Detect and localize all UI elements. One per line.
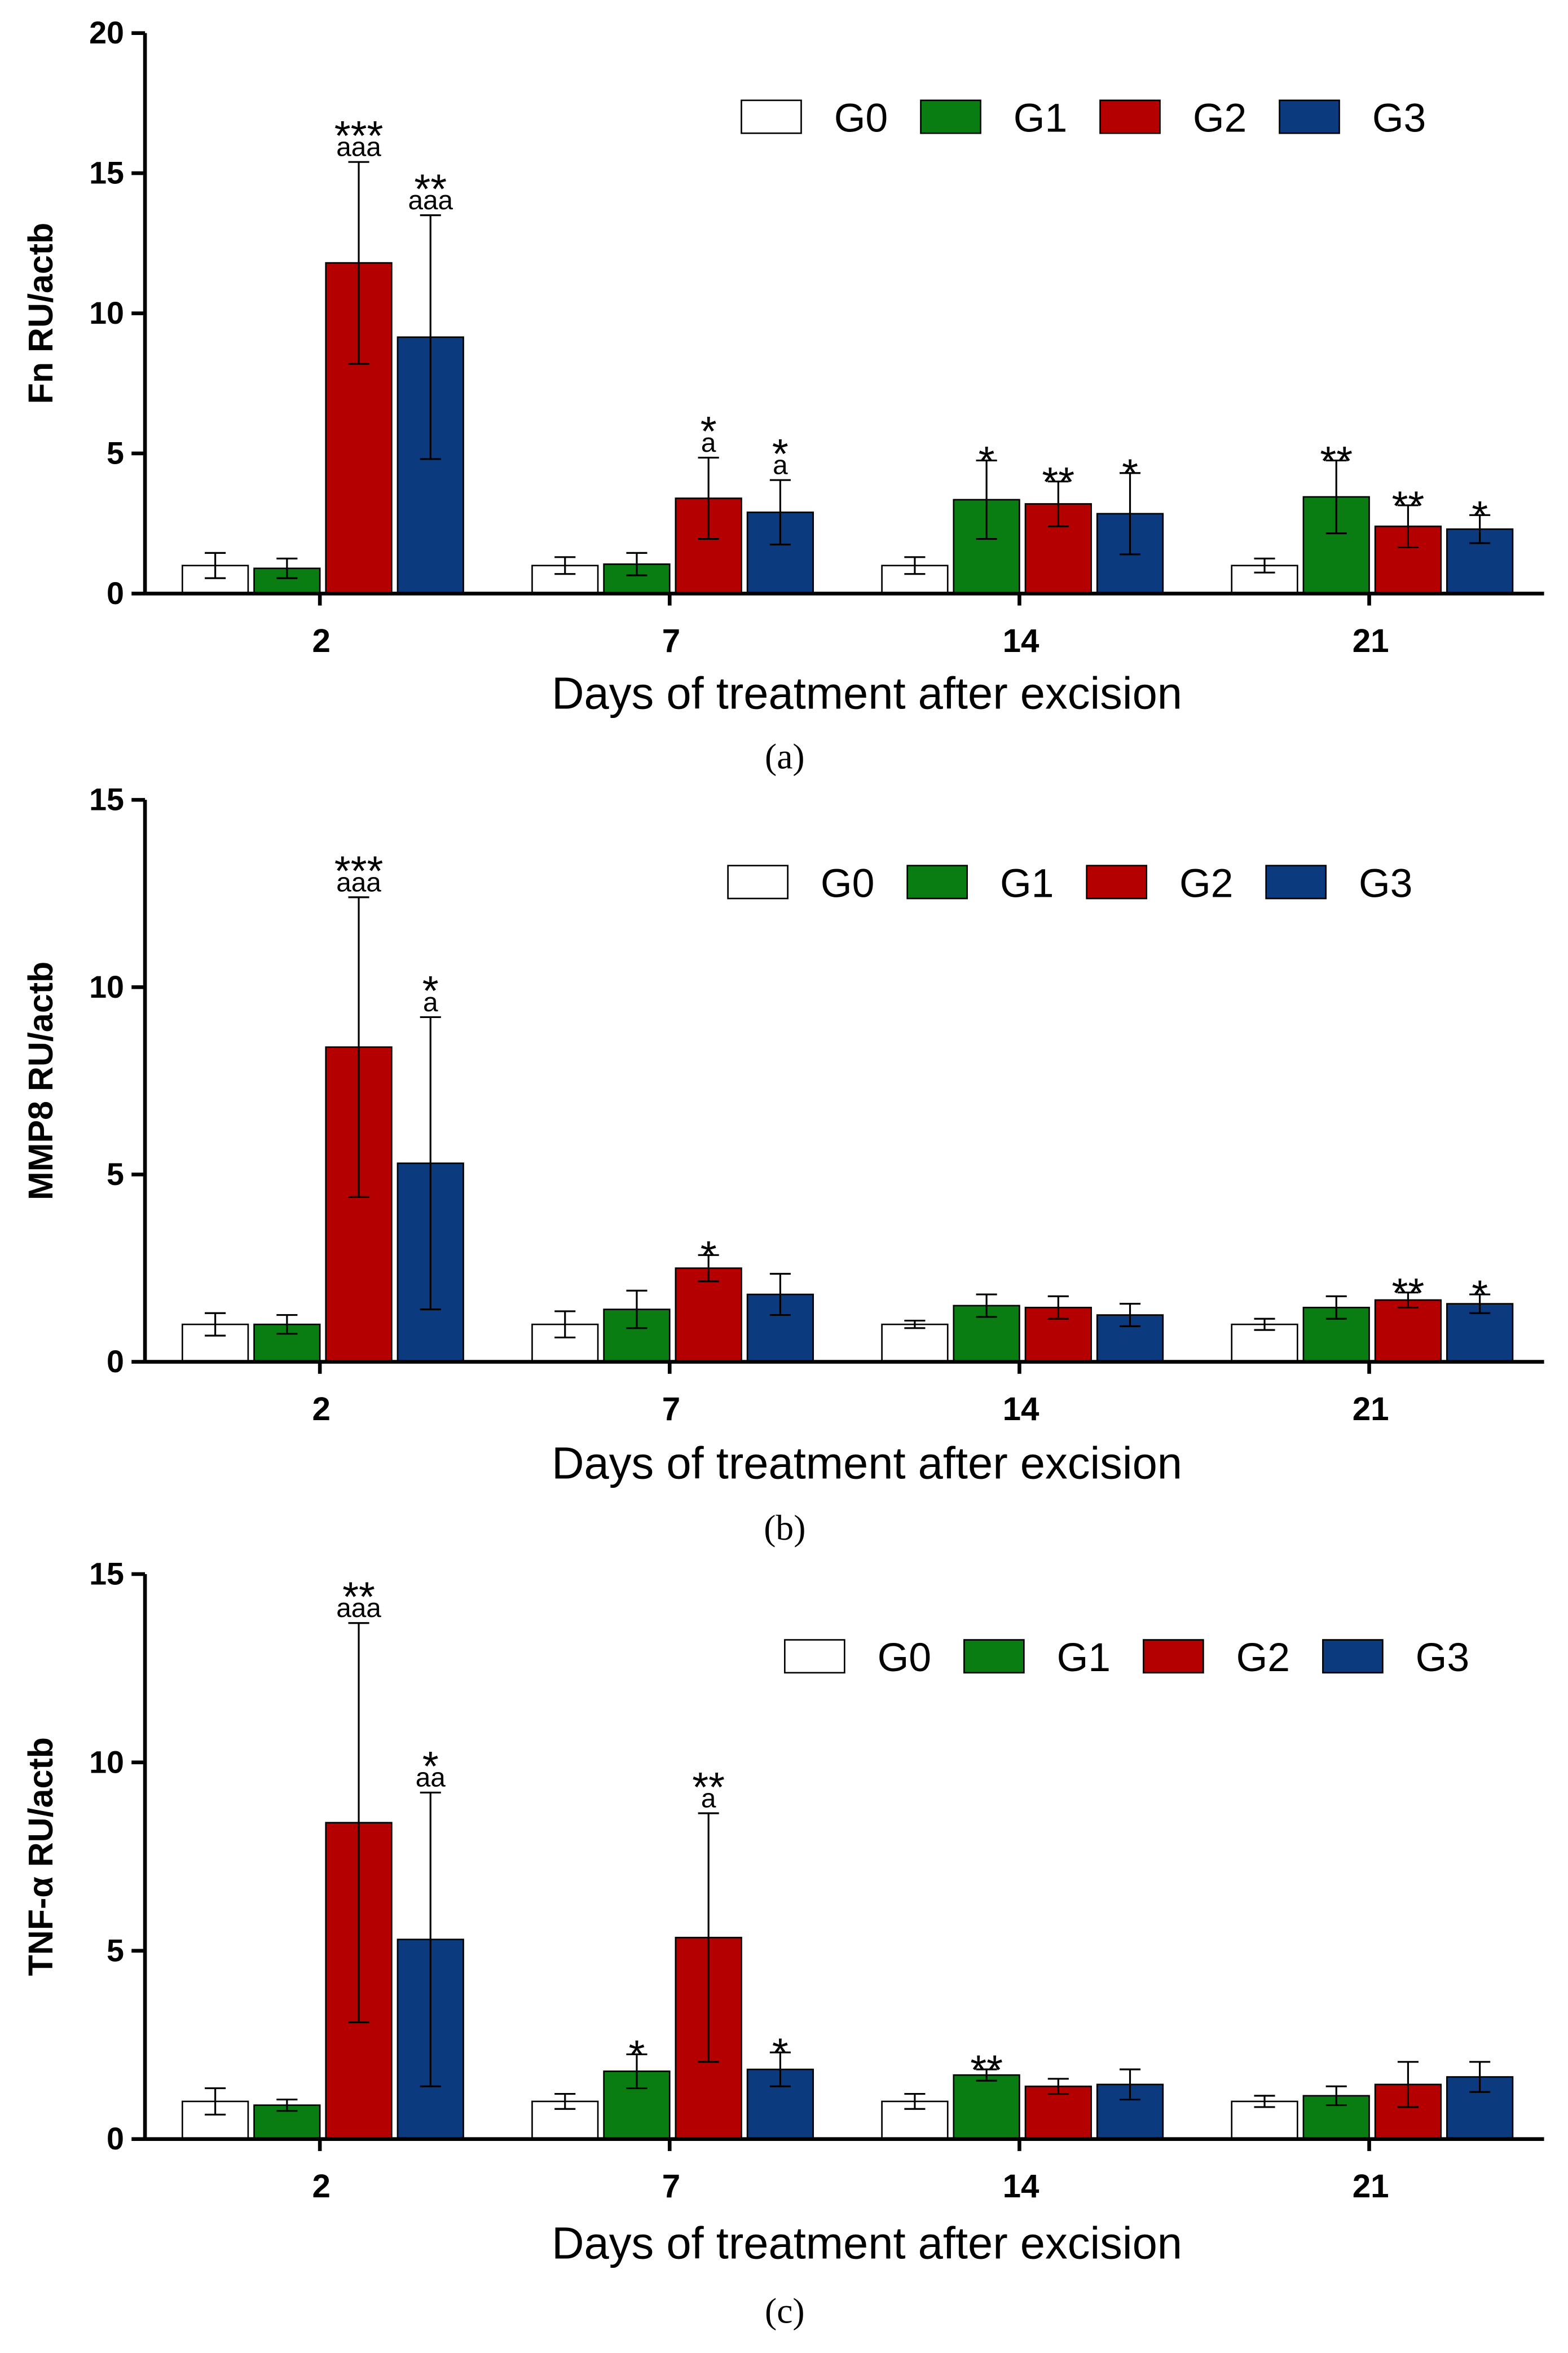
significance-letters: aaa — [336, 133, 381, 162]
y-tick-label: 15 — [89, 782, 124, 817]
significance-stars: *** — [334, 112, 384, 159]
significance-stars: *** — [334, 848, 384, 895]
legend-label: G1 — [1014, 96, 1067, 141]
y-tick-label: 0 — [107, 1344, 124, 1379]
y-tick-label: 20 — [89, 15, 124, 50]
legend-swatch — [1265, 865, 1327, 900]
bar — [181, 1323, 249, 1363]
significance-stars: * — [422, 1743, 439, 1790]
panel-caption: (c) — [765, 2291, 805, 2331]
legend-label: G0 — [821, 861, 874, 906]
significance-letters: aaa — [336, 867, 381, 897]
bar — [675, 1267, 742, 1363]
significance-stars: * — [772, 2030, 789, 2077]
significance-stars: * — [1472, 492, 1488, 539]
legend-swatch — [920, 99, 981, 134]
legend-swatch — [963, 1639, 1025, 1674]
significance-stars: ** — [692, 1764, 725, 1810]
x-tick-label: 7 — [662, 623, 680, 659]
significance-stars: ** — [414, 165, 447, 212]
legend-swatch — [784, 1639, 845, 1674]
y-tick-label: 5 — [107, 1157, 124, 1192]
y-tick-label: 10 — [89, 1744, 124, 1779]
legend-label: G3 — [1416, 1635, 1469, 1680]
legend-swatch — [1143, 1639, 1204, 1674]
x-tick-label: 7 — [662, 1391, 680, 1427]
significance-stars: * — [1472, 1272, 1488, 1319]
legend-label: G3 — [1359, 861, 1412, 906]
y-tick-label: 15 — [89, 1556, 124, 1591]
bar — [1231, 565, 1298, 594]
y-tick-label: 5 — [107, 1933, 124, 1968]
bar — [953, 2074, 1020, 2140]
significance-stars: ** — [1392, 1270, 1425, 1316]
y-tick-label: 15 — [89, 156, 124, 191]
legend-label: G3 — [1372, 96, 1426, 141]
significance-letters: a — [701, 428, 716, 458]
panel-caption: (a) — [765, 737, 805, 777]
bar — [881, 1323, 949, 1363]
significance-letters: a — [701, 1783, 716, 1813]
legend-swatch — [1086, 865, 1147, 900]
significance-stars: ** — [342, 1574, 375, 1620]
x-tick-label: 7 — [662, 2168, 680, 2205]
significance-letters: aaa — [336, 1593, 381, 1623]
significance-letters: a — [773, 451, 788, 481]
legend-swatch — [1322, 1639, 1384, 1674]
x-tick-label: 21 — [1353, 1391, 1389, 1427]
legend-swatch — [1279, 99, 1340, 134]
y-tick-label: 5 — [107, 436, 124, 471]
x-tick-label: 21 — [1353, 2168, 1389, 2205]
x-axis-title: Days of treatment after excision — [552, 1438, 1182, 1488]
x-tick-label: 14 — [1003, 1391, 1040, 1427]
legend-label: G2 — [1236, 1635, 1290, 1680]
significance-letters: aaa — [408, 186, 453, 215]
legend-label: G0 — [878, 1635, 931, 1680]
legend-label: G1 — [1057, 1635, 1111, 1680]
x-tick-label: 2 — [312, 2168, 331, 2205]
significance-stars: ** — [970, 2047, 1003, 2094]
x-tick-label: 2 — [312, 1391, 331, 1427]
significance-letters: a — [423, 988, 438, 1017]
y-tick-label: 10 — [89, 970, 124, 1004]
y-tick-label: 0 — [107, 2121, 124, 2156]
y-axis-title: MMP8 RU/actb — [21, 962, 60, 1200]
y-axis-title: Fn RU/actb — [21, 223, 60, 404]
y-axis-title: TNF-α RU/actb — [21, 1737, 60, 1976]
significance-stars: ** — [1042, 459, 1074, 505]
legend-label: G0 — [834, 96, 888, 141]
panel-caption: (b) — [764, 1508, 805, 1548]
significance-stars: ** — [1392, 482, 1425, 529]
significance-stars: * — [1122, 450, 1138, 497]
y-tick-label: 10 — [89, 296, 124, 331]
x-axis-title: Days of treatment after excision — [552, 668, 1182, 719]
legend-label: G2 — [1179, 861, 1233, 906]
legend-swatch — [741, 99, 802, 134]
x-tick-label: 14 — [1003, 2168, 1040, 2205]
bar — [1024, 2085, 1092, 2140]
y-tick-label: 0 — [107, 576, 124, 611]
significance-letters: aa — [416, 1763, 446, 1793]
significance-stars: ** — [1320, 438, 1353, 484]
significance-stars: * — [629, 2032, 645, 2078]
significance-stars: * — [422, 967, 439, 1014]
legend-swatch — [727, 865, 789, 900]
legend-label: G1 — [1000, 861, 1054, 906]
significance-stars: * — [979, 438, 995, 484]
significance-stars: * — [701, 408, 717, 455]
x-tick-label: 14 — [1003, 623, 1040, 659]
x-axis-title: Days of treatment after excision — [552, 2218, 1182, 2268]
significance-stars: * — [772, 430, 789, 477]
significance-stars: * — [701, 1232, 717, 1279]
x-tick-label: 2 — [312, 623, 331, 659]
x-tick-label: 21 — [1353, 623, 1389, 659]
legend-swatch — [906, 865, 968, 900]
legend-swatch — [1099, 99, 1161, 134]
legend-label: G2 — [1193, 96, 1247, 141]
